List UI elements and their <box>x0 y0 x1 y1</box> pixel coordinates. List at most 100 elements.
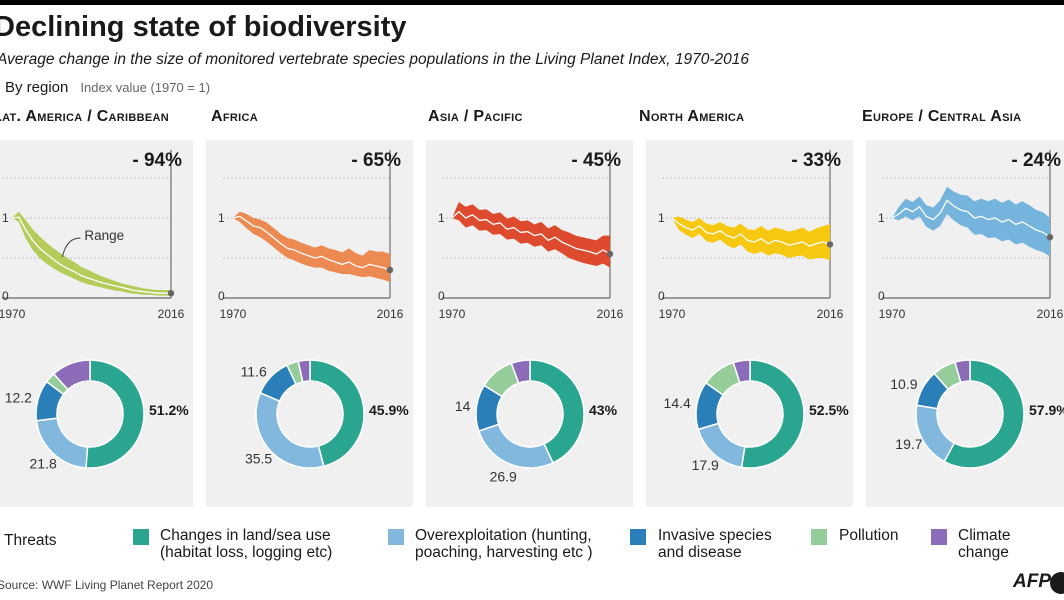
x-tick-start-north-america: 1970 <box>659 307 686 321</box>
donut-label-main-africa: 45.9% <box>369 402 409 418</box>
donut-label-3-asia-pacific: 14 <box>455 398 471 414</box>
range-band-lat-america <box>12 211 171 296</box>
endpoint-dot-asia-pacific <box>606 250 614 258</box>
legend-overexploitation: Overexploitation (hunting, poaching, har… <box>415 527 593 561</box>
legend-land-sea-use: Changes in land/sea use (habitat loss, l… <box>160 527 332 561</box>
region-title-lat-america: Lat. America / Caribbean <box>0 108 170 125</box>
index-note: Index value (1970 = 1) <box>80 80 211 95</box>
region-title-asia-pacific: Asia / Pacific <box>428 108 523 125</box>
legend-land-sea-use-line2: (habitat loss, logging etc) <box>160 544 333 561</box>
legend-invasive-species: Invasive species and disease <box>658 527 772 561</box>
y-tick-1-north-america: 1 <box>658 211 665 225</box>
legend-swatch-climate-change <box>931 529 947 545</box>
donut-slice-asia-pacific-1 <box>477 423 554 469</box>
legend-swatch-invasive-species <box>630 529 646 545</box>
legend-pollution-line1: Pollution <box>839 527 899 544</box>
by-region-label: By region Index value (1970 = 1) <box>5 79 210 96</box>
region-title-north-america: North America <box>639 108 745 125</box>
mean-line-lat-america <box>11 216 171 294</box>
x-tick-end-north-america: 2016 <box>817 307 844 321</box>
y-tick-0-north-america: 0 <box>658 289 665 303</box>
y-tick-1-africa: 1 <box>218 211 225 225</box>
legend-overexploitation-line1: Overexploitation (hunting, <box>415 527 592 544</box>
legend-invasive-species-line2: and disease <box>658 544 742 561</box>
donut-slice-asia-pacific-4 <box>510 359 531 384</box>
range-annotation-line <box>61 237 81 258</box>
panel-africa <box>206 140 413 507</box>
y-tick-0-asia-pacific: 0 <box>438 289 445 303</box>
afp-logo-mark <box>1050 572 1064 594</box>
y-tick-0-europe: 0 <box>878 289 885 303</box>
endpoint-dot-africa <box>386 266 394 274</box>
legend-invasive-species-line1: Invasive species <box>658 527 772 544</box>
donut-label-2-asia-pacific: 26.9 <box>490 468 517 484</box>
range-band-asia-pacific <box>452 202 610 268</box>
legend-climate-change: Climate change <box>958 527 1064 561</box>
mean-line-africa <box>232 215 391 271</box>
range-band-africa <box>233 211 390 282</box>
change-label-lat-america: - 94% <box>132 150 182 171</box>
y-tick-1-europe: 1 <box>878 211 885 225</box>
x-tick-start-europe: 1970 <box>879 307 906 321</box>
afp-logo: AFP <box>1013 571 1051 592</box>
donut-label-2-europe: 19.7 <box>895 436 922 452</box>
y-tick-1-asia-pacific: 1 <box>438 211 445 225</box>
legend-swatch-overexploitation <box>388 529 404 545</box>
range-annotation-label: Range <box>84 228 124 243</box>
x-tick-end-lat-america: 2016 <box>158 307 185 321</box>
legend-swatch-pollution <box>811 529 827 545</box>
page-title: Declining state of biodiversity <box>0 11 407 43</box>
region-title-europe: Europe / Central Asia <box>862 108 1022 125</box>
y-tick-0-africa: 0 <box>218 289 225 303</box>
x-tick-end-asia-pacific: 2016 <box>597 307 624 321</box>
x-tick-end-europe: 2016 <box>1037 307 1064 321</box>
donut-slice-europe-4 <box>954 359 971 384</box>
legend-climate-change-line1: Climate change <box>958 527 1011 561</box>
mean-line-north-america <box>671 217 831 247</box>
donut-label-main-europe: 57.9% <box>1029 402 1064 418</box>
mean-line-europe <box>891 199 1051 238</box>
x-tick-end-africa: 2016 <box>377 307 404 321</box>
donut-slice-europe-0 <box>943 359 1025 469</box>
threats-label: Threats <box>4 532 57 549</box>
range-band-north-america <box>672 216 830 261</box>
x-tick-start-africa: 1970 <box>220 307 247 321</box>
legend-overexploitation-line2: poaching, harvesting etc ) <box>415 544 593 561</box>
page-subtitle: Average change in the size of monitored … <box>0 51 749 68</box>
change-label-europe: - 24% <box>1011 150 1061 171</box>
source-note: Source: WWF Living Planet Report 2020 <box>0 578 214 592</box>
region-title-africa: Africa <box>211 108 258 125</box>
donut-label-2-lat-america: 21.8 <box>30 455 57 471</box>
donut-label-3-europe: 10.9 <box>890 376 917 392</box>
donut-slice-lat-america-4 <box>52 359 91 391</box>
endpoint-dot-north-america <box>826 241 834 248</box>
donut-label-3-lat-america: 12.2 <box>5 390 32 406</box>
endpoint-dot-europe <box>1046 234 1054 241</box>
y-tick-0-lat-america: 0 <box>2 289 9 303</box>
donut-label-main-north-america: 52.5% <box>809 402 849 418</box>
donut-slice-europe-1 <box>915 404 956 463</box>
y-tick-1-lat-america: 1 <box>2 211 9 225</box>
x-tick-start-asia-pacific: 1970 <box>439 307 466 321</box>
by-region-text: By region <box>5 79 69 96</box>
range-band-europe <box>892 186 1050 257</box>
donut-slice-asia-pacific-0 <box>529 359 585 464</box>
top-rule <box>0 0 1064 5</box>
donut-slice-north-america-4 <box>732 359 751 384</box>
x-tick-start-lat-america: 1970 <box>0 307 26 321</box>
mean-line-asia-pacific <box>451 210 611 255</box>
endpoint-dot-lat-america <box>167 290 175 297</box>
donut-label-3-north-america: 14.4 <box>664 395 691 411</box>
donut-label-2-north-america: 17.9 <box>692 457 719 473</box>
panel-north-america <box>646 140 853 507</box>
donut-slice-africa-0 <box>309 359 365 468</box>
legend-pollution: Pollution <box>839 527 898 544</box>
donut-slice-africa-4 <box>297 359 311 383</box>
panel-asia-pacific <box>426 140 633 507</box>
donut-slice-lat-america-0 <box>85 359 145 469</box>
change-label-asia-pacific: - 45% <box>571 150 621 171</box>
donut-slice-north-america-0 <box>740 359 805 469</box>
donut-label-main-lat-america: 51.2% <box>149 402 189 418</box>
donut-label-3-africa: 11.6 <box>241 363 267 379</box>
